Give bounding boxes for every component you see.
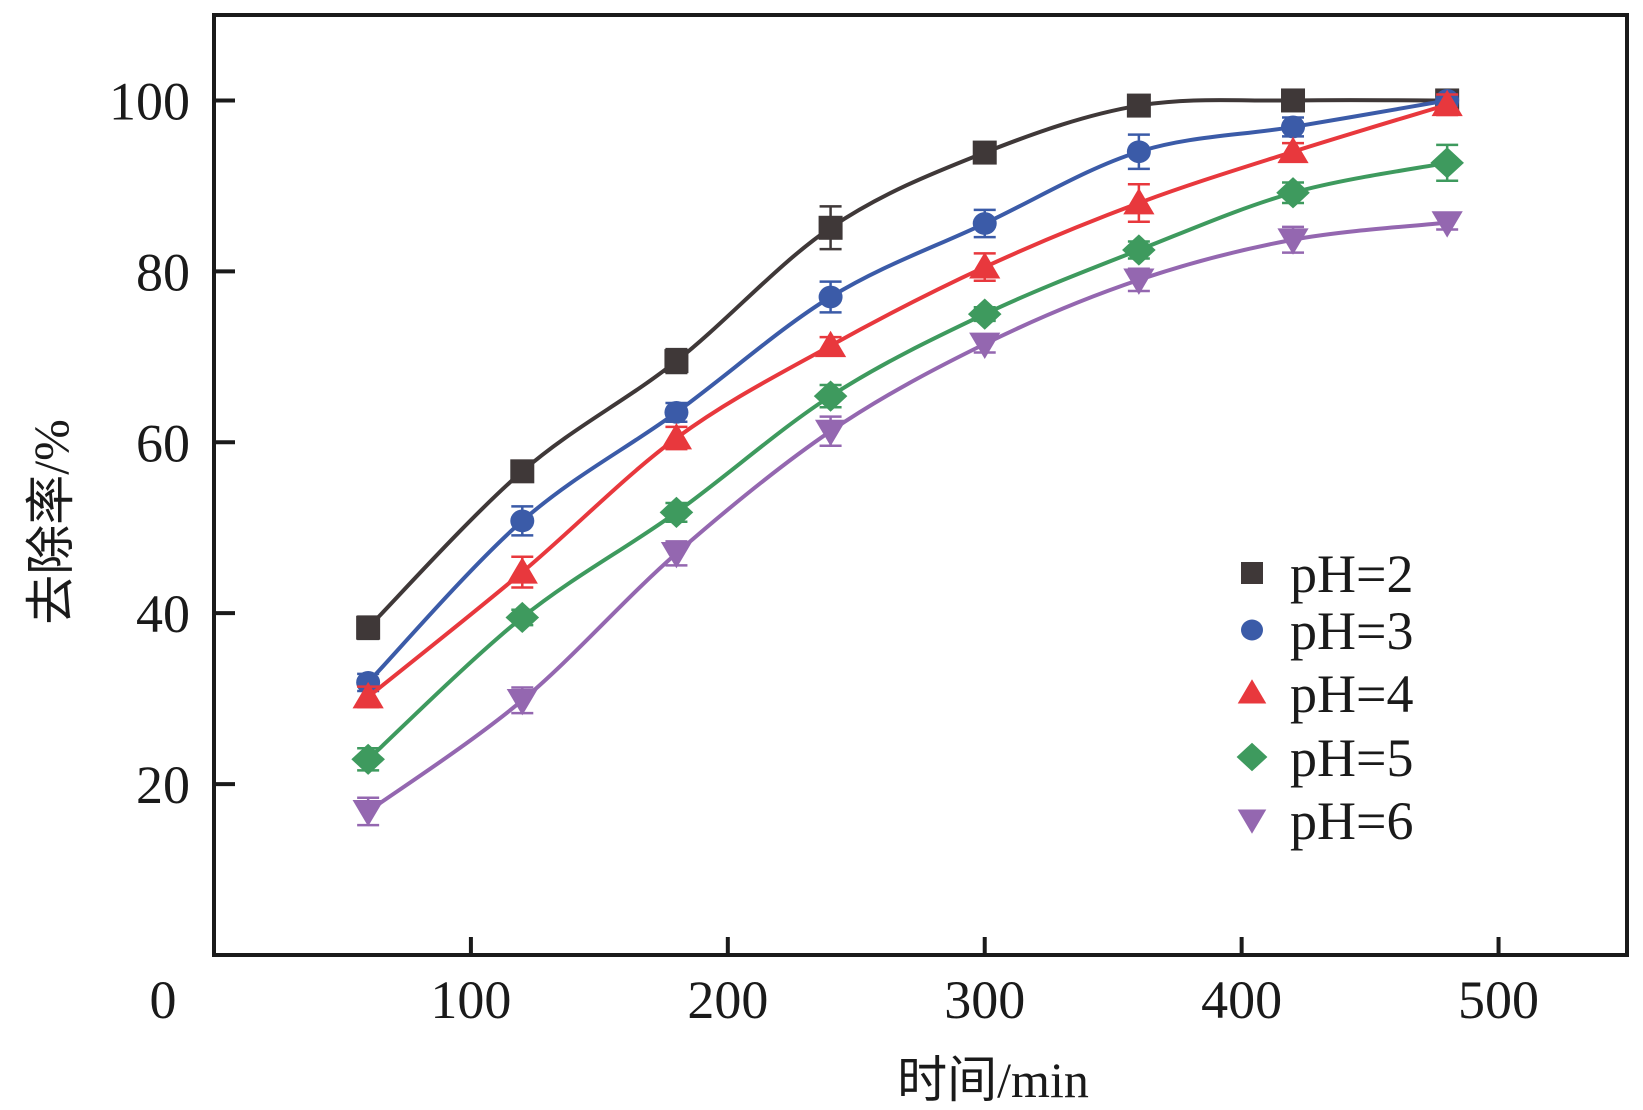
- legend-item: pH=3: [1241, 601, 1413, 661]
- y-tick-label: 100: [109, 71, 190, 131]
- data-point: [664, 400, 689, 424]
- legend-label: pH=4: [1290, 664, 1413, 724]
- series-ph-6: [352, 211, 1463, 827]
- legend-marker-icon: [1237, 679, 1267, 704]
- data-point: [1431, 89, 1463, 117]
- x-tick-label: 200: [687, 970, 768, 1030]
- data-point: [1277, 136, 1309, 164]
- data-point: [1126, 93, 1151, 118]
- data-point: [1430, 147, 1464, 179]
- data-point: [814, 330, 847, 358]
- ticks-layer: 0 100 200 300 400 500 20 40 60 80 100: [109, 71, 1539, 1030]
- data-point: [967, 298, 1002, 330]
- legend-label: pH=3: [1290, 601, 1413, 661]
- legend-label: pH=2: [1290, 544, 1413, 604]
- data-point: [1122, 234, 1156, 266]
- legend-item: pH=5: [1236, 728, 1413, 788]
- data-point: [352, 681, 384, 709]
- legend-marker-icon: [1241, 619, 1263, 641]
- data-point: [1123, 188, 1155, 215]
- data-point: [506, 688, 538, 716]
- x-tick-label: 0: [150, 970, 177, 1030]
- y-tick-label: 80: [136, 242, 190, 302]
- data-point: [1277, 228, 1309, 255]
- y-tick-label: 40: [136, 584, 190, 644]
- legend-item: pH=4: [1237, 664, 1413, 724]
- plot-area: 0 100 200 300 400 500 20 40 60 80 100: [109, 13, 1629, 1030]
- legend-item: pH=2: [1241, 544, 1413, 604]
- data-point: [352, 800, 384, 827]
- x-tick-label: 400: [1201, 970, 1282, 1030]
- series-line: [366, 98, 1448, 630]
- data-point: [1276, 177, 1310, 209]
- series-layer: [351, 88, 1464, 827]
- data-point: [1281, 115, 1306, 139]
- x-tick-label: 100: [430, 970, 511, 1030]
- data-point: [972, 212, 997, 235]
- data-point: [505, 601, 540, 634]
- data-point: [1281, 88, 1306, 113]
- data-point: [813, 380, 848, 412]
- data-point: [1126, 140, 1151, 164]
- legend-label: pH=6: [1290, 791, 1413, 851]
- y-tick-label: 20: [136, 755, 190, 815]
- data-point: [818, 215, 843, 240]
- data-point: [814, 419, 847, 447]
- legend-marker-icon: [1236, 742, 1268, 772]
- data-point: [1431, 211, 1463, 238]
- x-tick-label: 300: [944, 970, 1025, 1030]
- y-tick-label: 60: [136, 413, 190, 473]
- legend-marker-icon: [1237, 809, 1267, 834]
- data-point: [356, 615, 381, 640]
- data-point: [818, 285, 843, 309]
- data-point: [351, 743, 385, 775]
- legend-label: pH=5: [1290, 728, 1413, 788]
- data-point: [1123, 268, 1155, 295]
- data-point: [659, 496, 694, 528]
- data-point: [660, 423, 693, 450]
- legend-item: pH=6: [1237, 791, 1413, 851]
- data-point: [660, 541, 693, 569]
- x-tick-label: 500: [1458, 970, 1539, 1030]
- data-point: [510, 509, 535, 533]
- data-point: [969, 332, 1001, 359]
- series-ph-4: [352, 89, 1463, 709]
- data-point: [664, 349, 689, 374]
- series-ph-5: [351, 143, 1464, 775]
- data-point: [969, 252, 1001, 279]
- legend-marker-icon: [1241, 562, 1263, 584]
- data-point: [506, 557, 538, 584]
- data-point: [510, 459, 535, 484]
- data-point: [972, 140, 997, 165]
- plot-frame: [212, 13, 1629, 957]
- legend: pH=2pH=3pH=4pH=5pH=6: [1236, 544, 1413, 851]
- y-axis-title: 去除率/%: [23, 419, 79, 625]
- x-axis-title: 时间/min: [897, 1052, 1089, 1108]
- series-line: [366, 220, 1448, 814]
